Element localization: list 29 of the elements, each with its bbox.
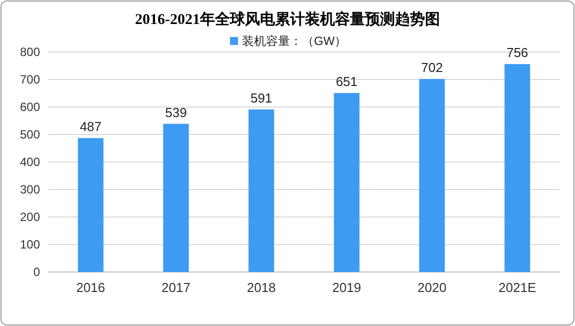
y-tick-label: 300 <box>20 182 40 196</box>
y-tick-label: 800 <box>20 45 40 59</box>
y-tick-label: 100 <box>20 238 40 252</box>
y-tick-label: 0 <box>33 265 40 279</box>
data-label: 756 <box>506 45 528 60</box>
y-tick-label: 500 <box>20 128 40 142</box>
x-tick-label: 2017 <box>162 280 190 295</box>
bar <box>419 78 445 272</box>
bar <box>163 124 189 272</box>
y-tick-label: 200 <box>20 210 40 224</box>
data-label: 487 <box>80 119 102 134</box>
x-tick-label: 2020 <box>418 280 446 295</box>
y-tick-label: 600 <box>20 100 40 114</box>
legend-label: 装机容量：（GW） <box>242 34 347 48</box>
y-tick-label: 400 <box>20 155 40 169</box>
data-label: 702 <box>421 60 443 75</box>
data-label: 651 <box>336 74 358 89</box>
chart-title: 2016-2021年全球风电累计装机容量预测趋势图 <box>135 10 440 28</box>
x-tick-label: 2021E <box>498 280 536 295</box>
bar <box>248 109 274 272</box>
x-tick-label: 2019 <box>332 280 362 295</box>
data-label: 539 <box>165 104 187 120</box>
data-label: 591 <box>250 90 272 106</box>
y-tick-label: 700 <box>20 72 40 86</box>
x-tick-label: 2016 <box>76 280 106 295</box>
bar <box>78 138 104 272</box>
x-tick-label: 2018 <box>246 280 276 295</box>
bar <box>334 92 360 272</box>
bar <box>504 64 530 272</box>
